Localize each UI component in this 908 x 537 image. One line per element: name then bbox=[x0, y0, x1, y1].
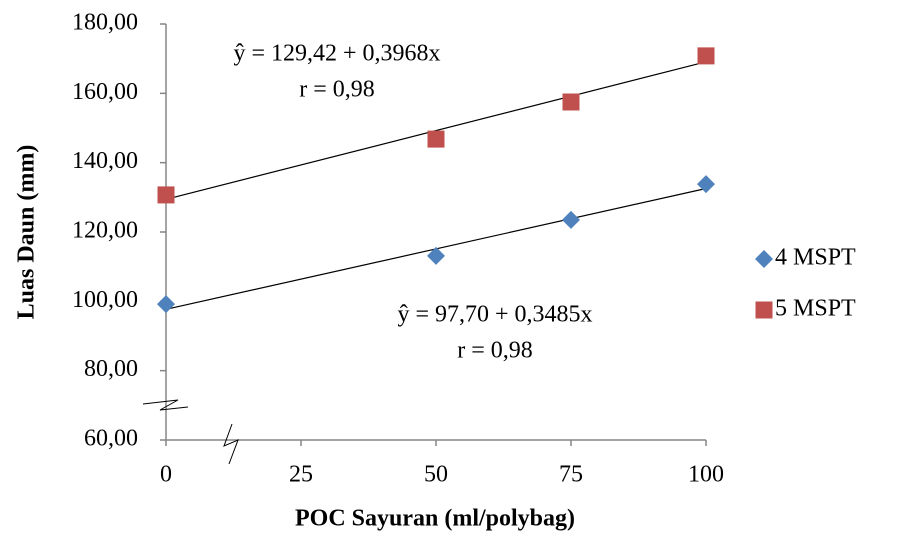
y-tick-label: 60,00 bbox=[84, 426, 138, 452]
trendline bbox=[165, 61, 707, 200]
y-tick-label: 100,00 bbox=[72, 287, 138, 313]
legend-label: 4 MSPT bbox=[775, 245, 856, 271]
legend-marker bbox=[755, 301, 773, 319]
axis-break bbox=[142, 399, 189, 411]
axis-break bbox=[223, 423, 239, 465]
point bbox=[427, 130, 445, 148]
x-tick-label: 75 bbox=[559, 462, 583, 488]
trendline-r: r = 0,98 bbox=[457, 338, 533, 364]
point bbox=[157, 295, 175, 314]
x-tick-label: 0 bbox=[160, 462, 172, 488]
point bbox=[697, 175, 715, 194]
trendline-r: r = 0,98 bbox=[299, 77, 375, 103]
y-tick-label: 180,00 bbox=[72, 10, 138, 36]
point bbox=[157, 186, 175, 204]
y-tick-label: 160,00 bbox=[72, 79, 138, 105]
legend-label: 5 MSPT bbox=[775, 296, 856, 322]
point bbox=[562, 210, 580, 229]
point bbox=[427, 246, 445, 265]
y-tick-label: 80,00 bbox=[84, 356, 138, 382]
trendline-equation: ŷ = 97,70 + 0,3485x bbox=[397, 302, 592, 328]
x-axis-title: POC Sayuran (ml/polybag) bbox=[295, 506, 575, 532]
x-tick-label: 25 bbox=[289, 462, 313, 488]
y-tick-label: 140,00 bbox=[72, 148, 138, 174]
trendline-equation: ŷ = 129,42 + 0,3968x bbox=[233, 41, 440, 67]
point bbox=[562, 93, 580, 111]
x-tick-label: 50 bbox=[424, 462, 448, 488]
y-axis-title: Luas Daun (mm) bbox=[14, 145, 40, 320]
y-tick-label: 120,00 bbox=[72, 218, 138, 244]
legend-marker bbox=[755, 250, 773, 268]
point bbox=[697, 47, 715, 65]
x-tick-label: 100 bbox=[688, 462, 724, 488]
